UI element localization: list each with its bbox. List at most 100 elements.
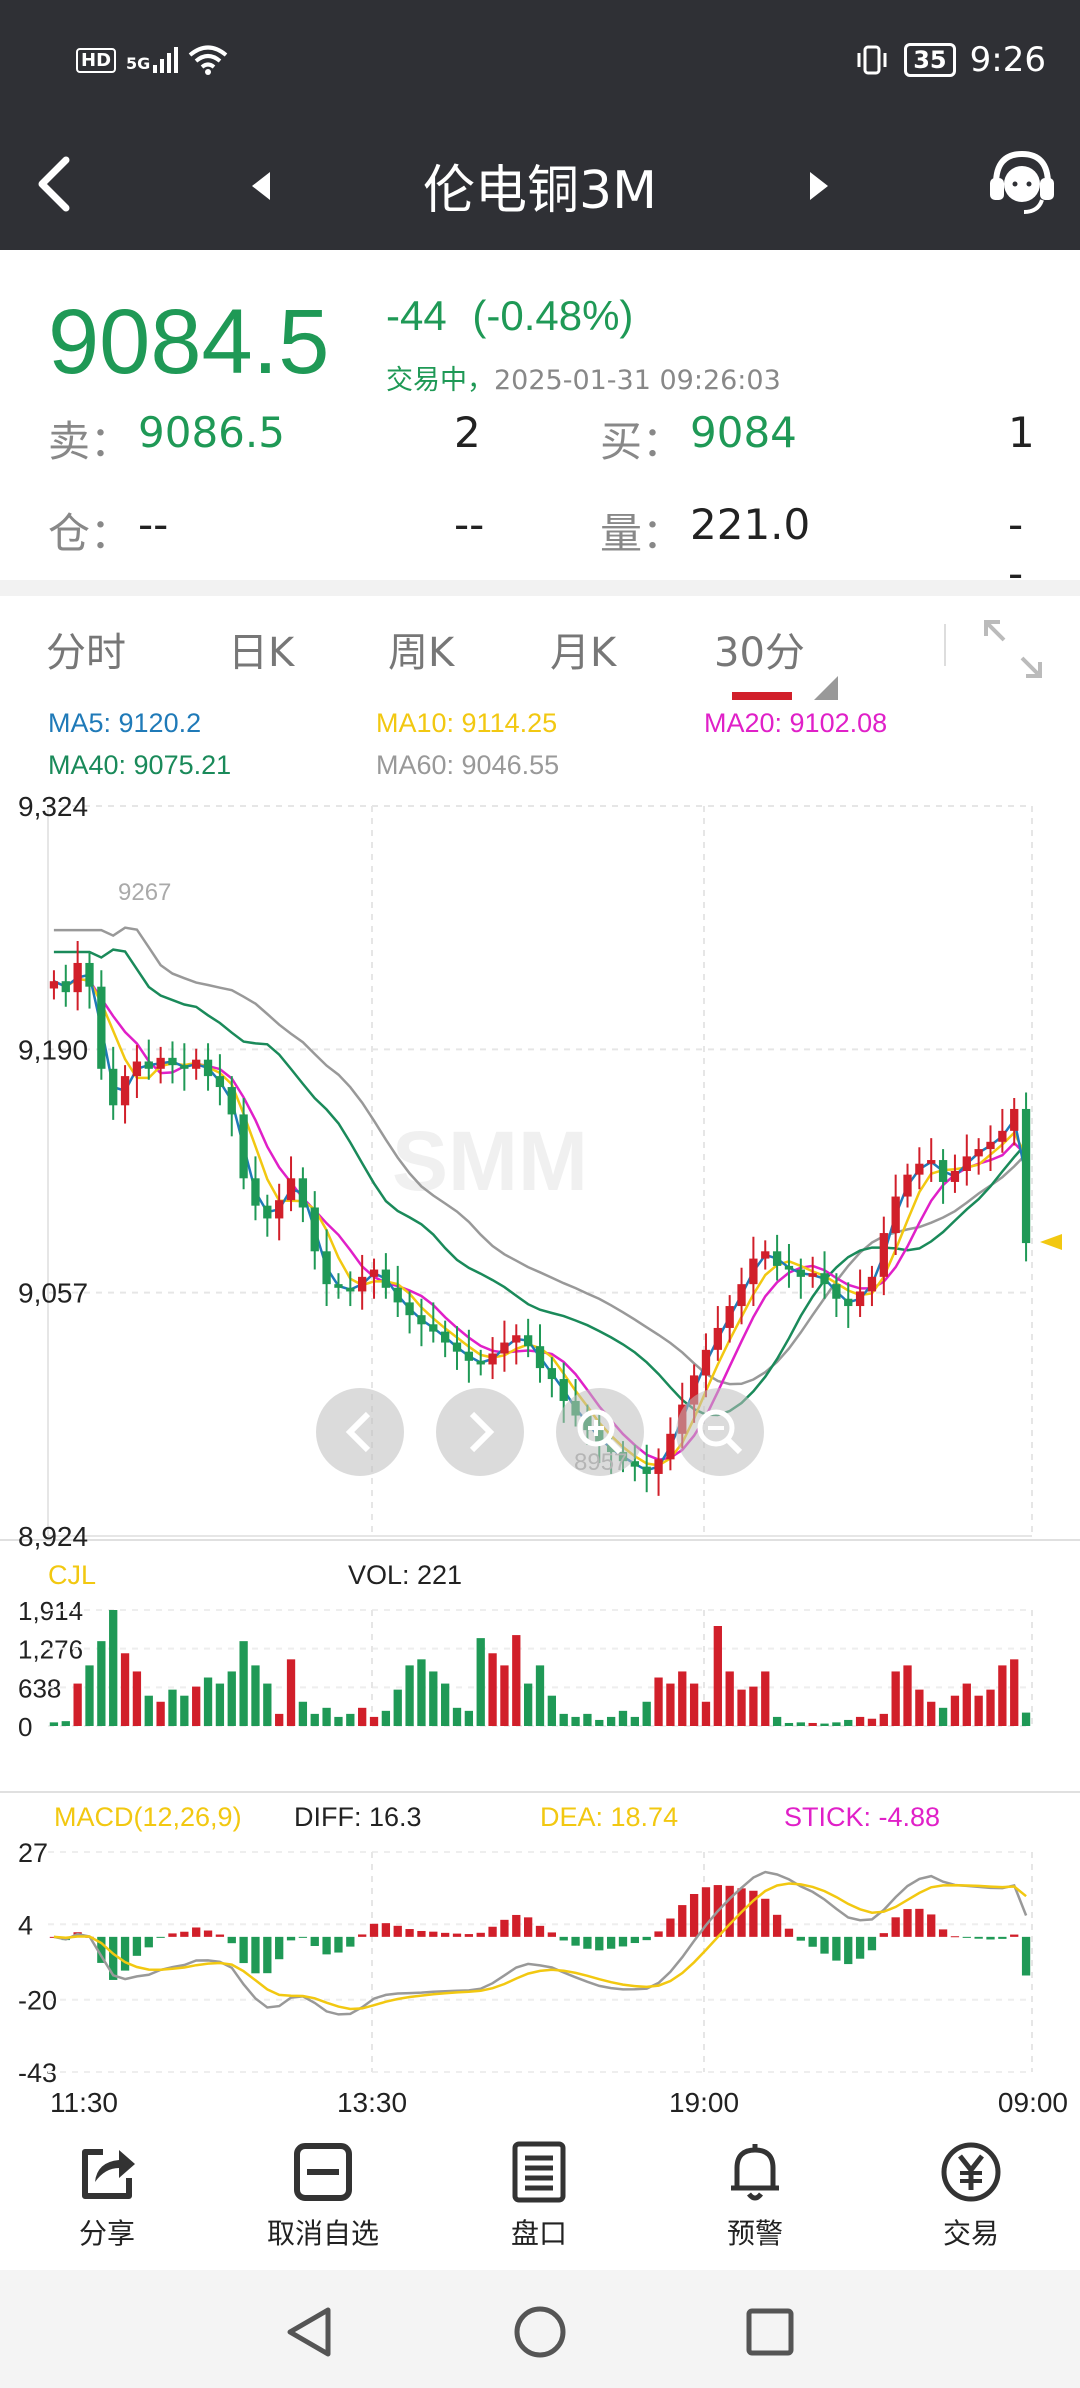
candle-body bbox=[749, 1258, 758, 1285]
macd-stick-bar bbox=[192, 1927, 201, 1937]
macd-y-tick: 27 bbox=[18, 1838, 48, 1868]
candle-body bbox=[938, 1160, 948, 1182]
candle-body bbox=[761, 1251, 770, 1259]
candle-body bbox=[441, 1331, 450, 1343]
macd-stick-bar bbox=[867, 1936, 877, 1951]
zoom-out-button[interactable] bbox=[676, 1388, 764, 1476]
chart-next-button[interactable] bbox=[436, 1388, 524, 1476]
macd-stick-bar bbox=[310, 1936, 319, 1947]
candle-body bbox=[666, 1433, 675, 1460]
candle-body bbox=[1021, 1108, 1031, 1244]
volume-bar bbox=[500, 1665, 509, 1726]
volume-label: 量： bbox=[600, 509, 685, 558]
order-book-button[interactable]: 盘口 bbox=[459, 2140, 619, 2252]
tab-daily-k[interactable]: 日K bbox=[228, 630, 295, 676]
system-back-icon[interactable] bbox=[282, 2304, 338, 2360]
system-recents-icon[interactable] bbox=[742, 2304, 798, 2360]
macd-stick-bar bbox=[97, 1936, 106, 1963]
zoom-in-button[interactable] bbox=[556, 1388, 644, 1476]
volume-bar bbox=[239, 1641, 248, 1726]
alert-button[interactable]: 预警 bbox=[675, 2140, 835, 2252]
volume-bar bbox=[796, 1722, 805, 1726]
macd-stick-bar bbox=[488, 1926, 497, 1937]
volume-bar bbox=[583, 1713, 592, 1726]
chart-prev-button[interactable] bbox=[316, 1388, 404, 1476]
candle-body bbox=[109, 1068, 118, 1106]
candle-body bbox=[998, 1130, 1007, 1142]
volume-bar bbox=[855, 1716, 865, 1726]
hd-icon: HD bbox=[76, 47, 117, 73]
volume-bar bbox=[654, 1677, 663, 1726]
macd-stick-bar bbox=[523, 1917, 533, 1937]
volume-bar bbox=[286, 1659, 296, 1726]
share-icon bbox=[82, 2149, 135, 2199]
candle-body bbox=[346, 1287, 355, 1292]
tab-dropdown-icon[interactable] bbox=[814, 676, 838, 700]
macd-stick-bar bbox=[642, 1936, 651, 1941]
macd-stick-bar bbox=[393, 1925, 402, 1937]
candle-body bbox=[986, 1141, 995, 1150]
macd-stick-bar bbox=[701, 1887, 711, 1937]
quote-panel: 9084.5 -44 (-0.48%) 交易中，2025-01-31 09:26… bbox=[0, 250, 1080, 598]
back-button[interactable] bbox=[22, 144, 102, 224]
remove-watchlist-button[interactable]: 取消自选 bbox=[243, 2140, 403, 2252]
trade-status: 交易中，2025-01-31 09:26:03 bbox=[386, 358, 781, 397]
candle-body bbox=[120, 1076, 130, 1106]
candle-body bbox=[97, 986, 106, 1069]
watermark-logo: SMM bbox=[392, 1114, 588, 1208]
volume-bar bbox=[879, 1713, 888, 1726]
candle-body bbox=[927, 1160, 936, 1164]
volume-bar bbox=[251, 1665, 260, 1726]
position-volume-row: 仓： -- -- 量： 221.0 -- bbox=[48, 500, 1038, 598]
volume-bar bbox=[666, 1683, 675, 1726]
trade-button[interactable]: 交易 bbox=[891, 2140, 1051, 2252]
volume-bar bbox=[867, 1718, 877, 1726]
volume-bar bbox=[227, 1671, 236, 1726]
volume-bar bbox=[761, 1671, 770, 1726]
fullscreen-icon[interactable] bbox=[980, 616, 1046, 682]
candle-body bbox=[476, 1360, 485, 1365]
volume-bar bbox=[772, 1716, 782, 1726]
volume-bar bbox=[535, 1665, 545, 1726]
previous-contract-button[interactable] bbox=[246, 166, 276, 206]
volume-bar bbox=[464, 1710, 474, 1726]
macd-stick-bar bbox=[109, 1936, 118, 1980]
volume-bar bbox=[808, 1722, 817, 1726]
tab-weekly-k[interactable]: 周K bbox=[388, 630, 455, 676]
zoom-out-icon bbox=[697, 1409, 735, 1447]
volume-bar bbox=[986, 1689, 995, 1726]
volume-bar bbox=[820, 1723, 829, 1726]
volume-bar bbox=[310, 1713, 319, 1726]
time-axis-tick: 13:30 bbox=[337, 2087, 407, 2118]
macd-legend-name: MACD(12,26,9) bbox=[54, 1802, 242, 1832]
next-contract-button[interactable] bbox=[804, 166, 834, 206]
candle-body bbox=[381, 1269, 391, 1288]
macd-diff-line bbox=[53, 1870, 1028, 2016]
customer-service-icon[interactable] bbox=[982, 142, 1062, 222]
volume-bar bbox=[168, 1689, 177, 1726]
candle-body bbox=[417, 1315, 426, 1325]
macd-stick-bar bbox=[203, 1930, 213, 1937]
volume-bar bbox=[713, 1626, 722, 1726]
tab-monthly-k[interactable]: 月K bbox=[550, 630, 617, 676]
price-y-tick: 9,057 bbox=[18, 1278, 88, 1309]
candle-body bbox=[642, 1466, 651, 1474]
volume-bar bbox=[737, 1689, 746, 1726]
tab-intraday[interactable]: 分时 bbox=[46, 630, 126, 676]
macd-stick-bar bbox=[666, 1918, 675, 1937]
share-button[interactable]: 分享 bbox=[27, 2140, 187, 2252]
macd-stick-bar bbox=[346, 1936, 355, 1947]
tab-30min[interactable]: 30分 bbox=[714, 630, 805, 676]
sell-qty: 2 bbox=[454, 408, 481, 457]
system-home-icon[interactable] bbox=[512, 2304, 568, 2360]
candle-body bbox=[547, 1368, 557, 1380]
macd-stick-bar bbox=[749, 1890, 758, 1937]
volume-bar bbox=[441, 1683, 450, 1726]
volume-bar bbox=[689, 1683, 699, 1726]
candle-body bbox=[832, 1284, 841, 1299]
candle-body bbox=[393, 1287, 402, 1303]
macd-stick-bar bbox=[358, 1934, 367, 1937]
candle-body bbox=[630, 1461, 639, 1467]
volume-bar bbox=[298, 1701, 308, 1726]
